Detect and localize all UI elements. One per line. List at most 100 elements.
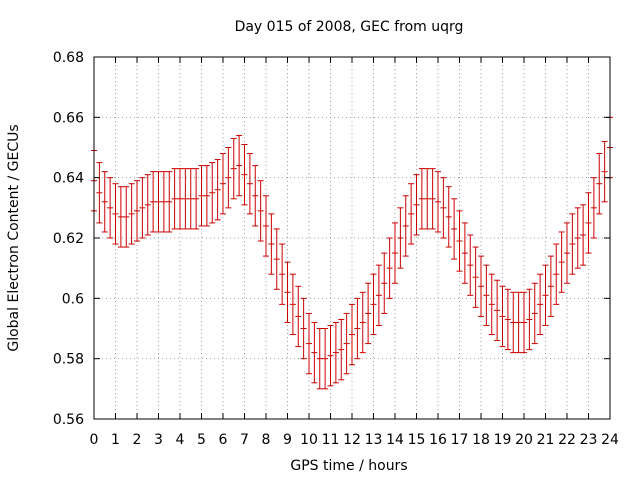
gec-data-point bbox=[375, 264, 382, 326]
y-tick-label: 0.56 bbox=[53, 412, 84, 428]
gec-data-point bbox=[338, 318, 345, 381]
gec-data-point bbox=[230, 137, 237, 200]
x-tick-label: 11 bbox=[322, 432, 340, 448]
gec-data-point bbox=[547, 255, 554, 317]
gec-data-point bbox=[311, 321, 318, 384]
gec-data-point bbox=[241, 143, 248, 206]
gec-data-point bbox=[155, 171, 162, 233]
gec-data-point bbox=[397, 207, 404, 269]
gec-data-point bbox=[144, 174, 151, 236]
gec-data-point bbox=[225, 147, 232, 209]
gec-data-point bbox=[160, 171, 167, 233]
gec-data-point bbox=[107, 177, 114, 239]
gec-data-point bbox=[359, 291, 366, 354]
gec-data-point bbox=[510, 291, 517, 354]
gec-data-point bbox=[558, 231, 565, 293]
gec-data-point bbox=[601, 140, 608, 203]
gec-data-point bbox=[467, 234, 474, 296]
gec-data-point bbox=[413, 174, 420, 236]
gec-data-point bbox=[370, 273, 377, 336]
gec-data-point bbox=[300, 297, 307, 360]
gec-data-point bbox=[429, 168, 436, 230]
x-tick-label: 19 bbox=[494, 432, 512, 448]
gec-data-point bbox=[408, 183, 415, 245]
x-tick-label: 23 bbox=[580, 432, 598, 448]
x-tick-label: 0 bbox=[90, 432, 99, 448]
axis-ticks bbox=[93, 56, 611, 420]
x-tick-label: 21 bbox=[537, 432, 555, 448]
gec-data-point bbox=[365, 282, 372, 345]
gec-data-point bbox=[166, 171, 173, 233]
gec-data-point bbox=[542, 264, 549, 326]
gec-data-point bbox=[198, 165, 205, 227]
gec-data-point bbox=[112, 183, 119, 245]
gec-data-point bbox=[381, 252, 388, 314]
gec-data-point bbox=[214, 159, 221, 221]
gec-data-point bbox=[123, 186, 130, 248]
gec-data-point bbox=[585, 192, 592, 254]
x-tick-label: 6 bbox=[219, 432, 228, 448]
gec-data-point bbox=[273, 228, 280, 290]
gec-data-point bbox=[488, 273, 495, 336]
x-tick-label: 1 bbox=[111, 432, 120, 448]
y-tick-label: 0.68 bbox=[53, 50, 84, 66]
gec-data-point bbox=[526, 288, 533, 351]
gec-data-point bbox=[246, 153, 253, 215]
x-axis-title: GPS time / hours bbox=[290, 458, 407, 474]
gec-data-point bbox=[499, 285, 506, 348]
gec-data-point bbox=[537, 273, 544, 336]
gec-data-point bbox=[590, 177, 597, 239]
gec-data-point bbox=[451, 198, 458, 260]
gec-data-point bbox=[569, 213, 576, 275]
y-axis-title: Global Electron Content / GECUs bbox=[6, 124, 22, 351]
gec-data-point bbox=[580, 204, 587, 266]
gec-data-point bbox=[139, 177, 146, 239]
gec-data-point bbox=[553, 243, 560, 305]
gec-data-point bbox=[521, 291, 527, 354]
x-tick-label: 5 bbox=[197, 432, 206, 448]
x-tick-label: 13 bbox=[365, 432, 383, 448]
x-tick-label: 12 bbox=[343, 432, 361, 448]
gec-data-point bbox=[392, 222, 398, 284]
x-tick-label: 10 bbox=[300, 432, 318, 448]
x-tick-label: 3 bbox=[154, 432, 163, 448]
gec-data-point bbox=[171, 168, 178, 230]
gec-data-point bbox=[483, 264, 490, 326]
x-tick-label: 14 bbox=[386, 432, 404, 448]
gec-data-point bbox=[456, 210, 463, 272]
gec-data-point bbox=[193, 168, 200, 230]
gec-data-point bbox=[284, 261, 291, 323]
gec-data-point bbox=[461, 222, 468, 284]
gec-data-point bbox=[574, 207, 581, 269]
x-tick-label: 22 bbox=[558, 432, 576, 448]
x-tick-label: 4 bbox=[176, 432, 185, 448]
gec-data-point bbox=[177, 168, 183, 230]
gec-data-point bbox=[220, 153, 226, 215]
gec-data-point bbox=[596, 153, 603, 215]
gec-data-point bbox=[209, 162, 216, 224]
y-tick-label: 0.58 bbox=[53, 352, 84, 368]
gec-data-point bbox=[257, 180, 264, 242]
gec-data-point bbox=[564, 222, 570, 284]
chart-title: Day 015 of 2008, GEC from uqrg bbox=[235, 19, 464, 35]
gec-data-point bbox=[354, 297, 361, 360]
gec-data-point bbox=[203, 165, 210, 227]
gec-data-point bbox=[440, 177, 447, 239]
y-tick-label: 0.6 bbox=[62, 291, 84, 307]
gec-data-point bbox=[268, 213, 275, 275]
gec-data-point bbox=[349, 303, 355, 366]
gec-data-point bbox=[327, 324, 334, 387]
gec-data-point bbox=[494, 279, 501, 342]
gec-data-point bbox=[478, 255, 484, 317]
x-tick-label: 20 bbox=[515, 432, 533, 448]
gec-data-point bbox=[263, 195, 269, 257]
gec-data-point bbox=[182, 168, 189, 230]
gec-data-point bbox=[295, 285, 302, 348]
x-tick-label: 17 bbox=[451, 432, 469, 448]
gec-data-point bbox=[101, 171, 108, 233]
x-tick-label: 18 bbox=[472, 432, 490, 448]
gec-data-point bbox=[252, 165, 259, 227]
x-tick-label: 7 bbox=[240, 432, 249, 448]
gec-series bbox=[91, 116, 613, 390]
